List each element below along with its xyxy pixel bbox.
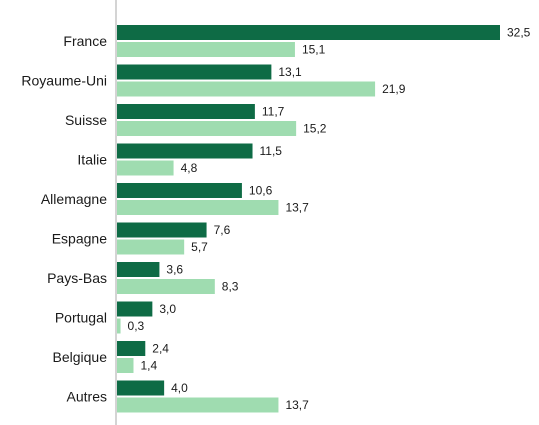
bar-series-2 xyxy=(117,358,134,373)
bar-series-2 xyxy=(117,200,279,215)
bar-series-2 xyxy=(117,42,295,57)
category-label: Autres xyxy=(67,389,107,405)
data-label-series-1: 32,5 xyxy=(507,26,531,40)
bar-series-2 xyxy=(117,318,121,334)
data-label-series-2: 5,7 xyxy=(191,240,208,254)
data-label-series-2: 15,1 xyxy=(302,43,326,57)
data-label-series-2: 15,2 xyxy=(303,122,327,136)
bar-series-2 xyxy=(117,279,215,294)
data-label-series-1: 7,6 xyxy=(214,223,231,237)
category-labels: France Royaume-Uni Suisse Italie Allemagne Es… xyxy=(21,33,107,405)
bar-series-1 xyxy=(117,301,153,317)
data-label-series-1: 10,6 xyxy=(249,184,273,198)
bar-series-2 xyxy=(117,121,297,136)
category-label: Royaume-Uni xyxy=(21,73,107,89)
category-label: Espagne xyxy=(52,231,107,247)
bar-series-1 xyxy=(117,104,255,119)
category-label: Suisse xyxy=(65,112,107,128)
bars xyxy=(117,25,500,413)
data-label-series-2: 13,7 xyxy=(285,201,309,215)
bar-series-2 xyxy=(117,160,174,176)
bar-series-1 xyxy=(117,222,207,238)
data-label-series-1: 11,5 xyxy=(260,144,283,158)
bar-series-2 xyxy=(117,81,376,97)
bar-series-1 xyxy=(117,380,165,396)
category-label: Portugal xyxy=(55,310,107,326)
category-label: Belgique xyxy=(53,349,108,365)
bar-series-1 xyxy=(117,341,146,356)
data-label-series-1: 11,7 xyxy=(262,105,285,119)
category-label: Pays-Bas xyxy=(47,270,107,286)
data-label-series-1: 2,4 xyxy=(152,342,169,356)
category-label: Italie xyxy=(77,152,107,168)
data-label-series-2: 4,8 xyxy=(181,161,198,175)
bar-series-2 xyxy=(117,397,279,413)
data-label-series-1: 4,0 xyxy=(171,381,188,395)
bar-series-2 xyxy=(117,239,185,255)
data-label-series-2: 13,7 xyxy=(285,398,309,412)
data-label-series-2: 21,9 xyxy=(382,82,406,96)
bar-series-1 xyxy=(117,25,500,40)
category-label: France xyxy=(63,33,107,49)
bar-series-1 xyxy=(117,143,253,159)
value-labels: 32,5 15,113,1 21,9 11,7 15,2 11,5 4,8 10,6 13,7 7… xyxy=(128,26,531,413)
data-label-series-2: 0,3 xyxy=(128,319,145,333)
bar-series-1 xyxy=(117,64,272,80)
data-label-series-2: 8,3 xyxy=(222,280,239,294)
bar-series-1 xyxy=(117,262,160,277)
bar-series-1 xyxy=(117,183,242,198)
data-label-series-1: 3,6 xyxy=(166,263,183,277)
category-label: Allemagne xyxy=(41,191,107,207)
data-label-series-1: 13,1 xyxy=(278,65,302,79)
data-label-series-2: 1,4 xyxy=(140,359,157,373)
data-label-series-1: 3,0 xyxy=(159,302,176,316)
